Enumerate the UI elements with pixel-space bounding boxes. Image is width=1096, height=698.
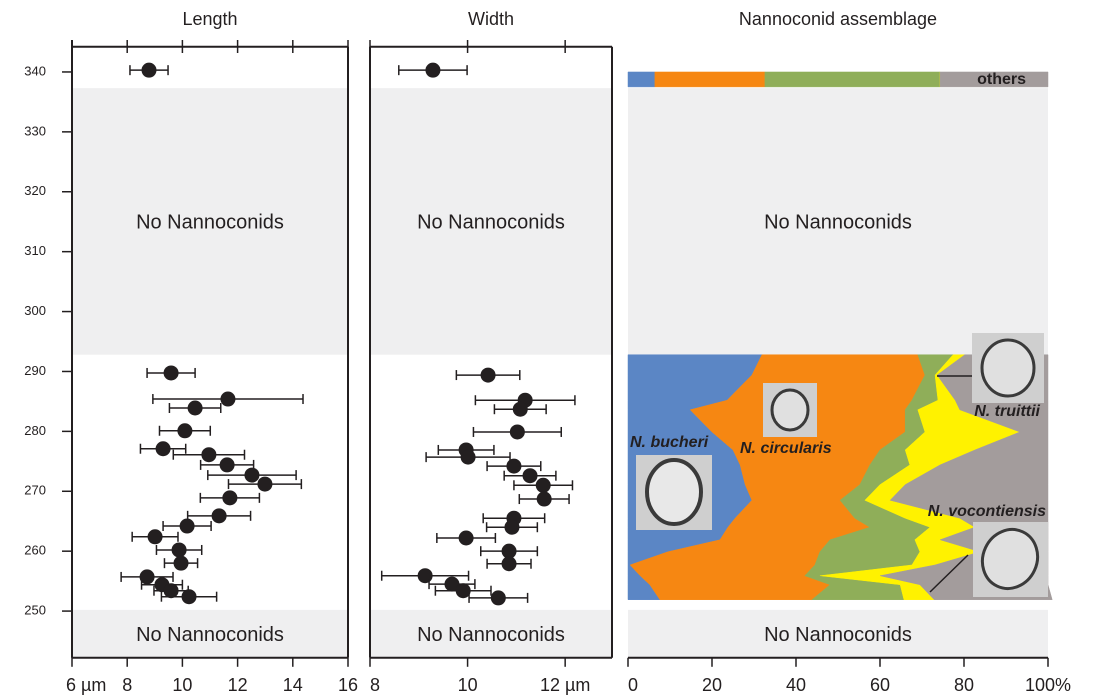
x-tick-label: 16 — [338, 675, 358, 695]
figure: Length 250 260 270 280 290 300 310 320 330 340 6 µm… — [0, 0, 1096, 698]
data-point — [459, 530, 474, 545]
x-tick-label: 60 — [870, 675, 890, 695]
series-label: N. circularis — [740, 440, 832, 457]
data-point — [502, 556, 517, 571]
data-point — [222, 490, 237, 505]
data-point — [201, 447, 216, 462]
data-point — [164, 365, 179, 380]
data-point — [257, 477, 272, 492]
data-point — [536, 478, 551, 493]
series-label: N. vocontiensis — [928, 503, 1046, 520]
data-point — [177, 423, 192, 438]
data-point — [523, 468, 538, 483]
data-point — [425, 63, 440, 78]
series-label: others — [977, 71, 1026, 88]
y-tick-label: 290 — [24, 363, 46, 378]
photo-fossil — [982, 340, 1034, 396]
panel-title: Length — [182, 9, 237, 29]
gap-label: No Nannoconids — [417, 212, 565, 234]
area-segment — [765, 72, 940, 87]
x-tick-label: 12 µm — [540, 675, 590, 695]
gap-label: No Nannoconids — [417, 624, 565, 646]
x-tick-label: 6 µm — [66, 675, 106, 695]
data-point — [212, 508, 227, 523]
area-segment — [655, 72, 765, 87]
data-point — [156, 441, 171, 456]
data-point — [182, 589, 197, 604]
data-point — [174, 556, 189, 571]
gap-label: No Nannoconids — [136, 212, 284, 234]
gap-label: No Nannoconids — [136, 624, 284, 646]
x-tick-label: 8 — [370, 675, 380, 695]
data-point — [188, 401, 203, 416]
data-point — [180, 519, 195, 534]
y-tick-label: 300 — [24, 303, 46, 318]
x-tick-label: 10 — [458, 675, 478, 695]
y-tick-label: 330 — [24, 123, 46, 138]
photo-fossil — [647, 460, 701, 524]
x-tick-label: 80 — [954, 675, 974, 695]
area-segment — [628, 72, 655, 87]
y-tick-label: 310 — [24, 243, 46, 258]
gap-label: No Nannoconids — [764, 212, 912, 234]
y-tick-label: 270 — [24, 483, 46, 498]
x-tick-label: 12 — [228, 675, 248, 695]
data-point — [510, 424, 525, 439]
data-point — [418, 568, 433, 583]
y-tick-label: 320 — [24, 183, 46, 198]
data-point — [513, 402, 528, 417]
data-point — [506, 459, 521, 474]
gap-label: No Nannoconids — [764, 624, 912, 646]
y-tick-label: 260 — [24, 543, 46, 558]
x-tick-label: 10 — [172, 675, 192, 695]
y-tick-label: 340 — [24, 63, 46, 78]
data-point — [172, 542, 187, 557]
y-tick-label: 280 — [24, 423, 46, 438]
series-label: N. truittii — [974, 403, 1040, 420]
series-label: N. bucheri — [630, 434, 709, 451]
x-tick-label: 8 — [122, 675, 132, 695]
x-tick-label: 20 — [702, 675, 722, 695]
x-tick-label: 100% — [1025, 675, 1071, 695]
y-tick-label: 250 — [24, 603, 46, 618]
data-point — [504, 520, 519, 535]
x-tick-label: 14 — [283, 675, 303, 695]
x-tick-label: 40 — [786, 675, 806, 695]
panel-title: Nannoconid assemblage — [739, 9, 937, 29]
data-point — [142, 63, 157, 78]
data-point — [537, 492, 552, 507]
data-point — [244, 468, 259, 483]
data-point — [220, 392, 235, 407]
panel-title: Width — [468, 9, 514, 29]
data-point — [220, 457, 235, 472]
data-point — [491, 590, 506, 605]
x-tick-label: 0 — [628, 675, 638, 695]
data-point — [481, 368, 496, 383]
data-point — [148, 529, 163, 544]
data-point — [461, 450, 476, 465]
photo-fossil — [772, 390, 808, 430]
